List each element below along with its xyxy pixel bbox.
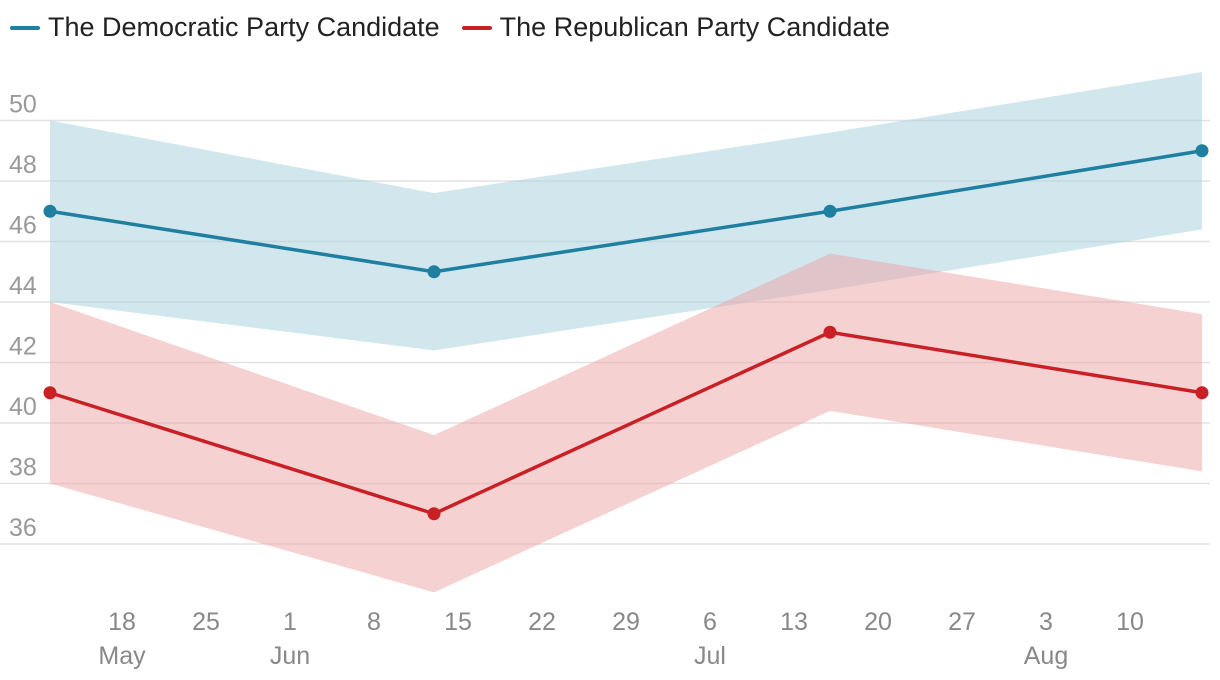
x-tick-label-8: 6 bbox=[703, 608, 717, 636]
data-point-republican-2[interactable] bbox=[427, 507, 441, 521]
legend-swatch-republican bbox=[461, 25, 492, 30]
y-tick-label-40: 40 bbox=[9, 393, 37, 421]
x-tick-label-5: 15 bbox=[444, 608, 472, 636]
y-tick-label-46: 46 bbox=[9, 212, 37, 240]
data-point-democratic-4[interactable] bbox=[1195, 144, 1209, 158]
x-tick-label-2: 25 bbox=[192, 608, 220, 636]
x-tick-label-12: 3 bbox=[1039, 608, 1053, 636]
data-point-republican-3[interactable] bbox=[823, 325, 837, 339]
y-tick-label-48: 48 bbox=[9, 151, 37, 179]
legend-label-democratic: The Democratic Party Candidate bbox=[48, 12, 440, 42]
y-tick-label-50: 50 bbox=[9, 91, 37, 119]
x-tick-label-11: 27 bbox=[948, 608, 976, 636]
y-tick-label-36: 36 bbox=[9, 514, 37, 542]
x-tick-label-10: 20 bbox=[864, 608, 892, 636]
data-point-republican-1[interactable] bbox=[43, 386, 57, 400]
y-tick-label-38: 38 bbox=[9, 454, 37, 482]
legend: The Democratic Party Candidate The Repub… bbox=[10, 12, 890, 43]
month-label-aug: Aug bbox=[1024, 642, 1068, 670]
x-tick-label-4: 8 bbox=[367, 608, 381, 636]
series-line-democratic bbox=[49, 149, 1203, 274]
y-tick-label-42: 42 bbox=[9, 333, 37, 361]
x-tick-label-9: 13 bbox=[780, 608, 808, 636]
legend-swatch-democratic bbox=[10, 25, 40, 30]
data-point-republican-4[interactable] bbox=[1195, 386, 1209, 400]
month-label-jun: Jun bbox=[270, 642, 310, 670]
data-point-democratic-1[interactable] bbox=[43, 204, 57, 218]
x-tick-label-13: 10 bbox=[1116, 608, 1144, 636]
series-line-republican bbox=[49, 330, 1203, 516]
confidence-band-republican bbox=[50, 253, 1202, 593]
data-point-democratic-2[interactable] bbox=[427, 265, 441, 279]
x-tick-label-3: 1 bbox=[283, 608, 297, 636]
x-tick-label-1: 18 bbox=[108, 608, 136, 636]
legend-item-republican[interactable]: The Republican Party Candidate bbox=[461, 12, 890, 43]
legend-item-democratic[interactable]: The Democratic Party Candidate bbox=[10, 12, 440, 43]
month-label-may: May bbox=[98, 642, 146, 670]
y-tick-label-44: 44 bbox=[9, 272, 37, 300]
confidence-band-democratic bbox=[50, 72, 1202, 351]
legend-label-republican: The Republican Party Candidate bbox=[499, 12, 890, 42]
x-tick-label-7: 29 bbox=[612, 608, 640, 636]
data-point-democratic-3[interactable] bbox=[823, 204, 837, 218]
x-tick-label-6: 22 bbox=[528, 608, 556, 636]
month-label-jul: Jul bbox=[694, 642, 726, 670]
